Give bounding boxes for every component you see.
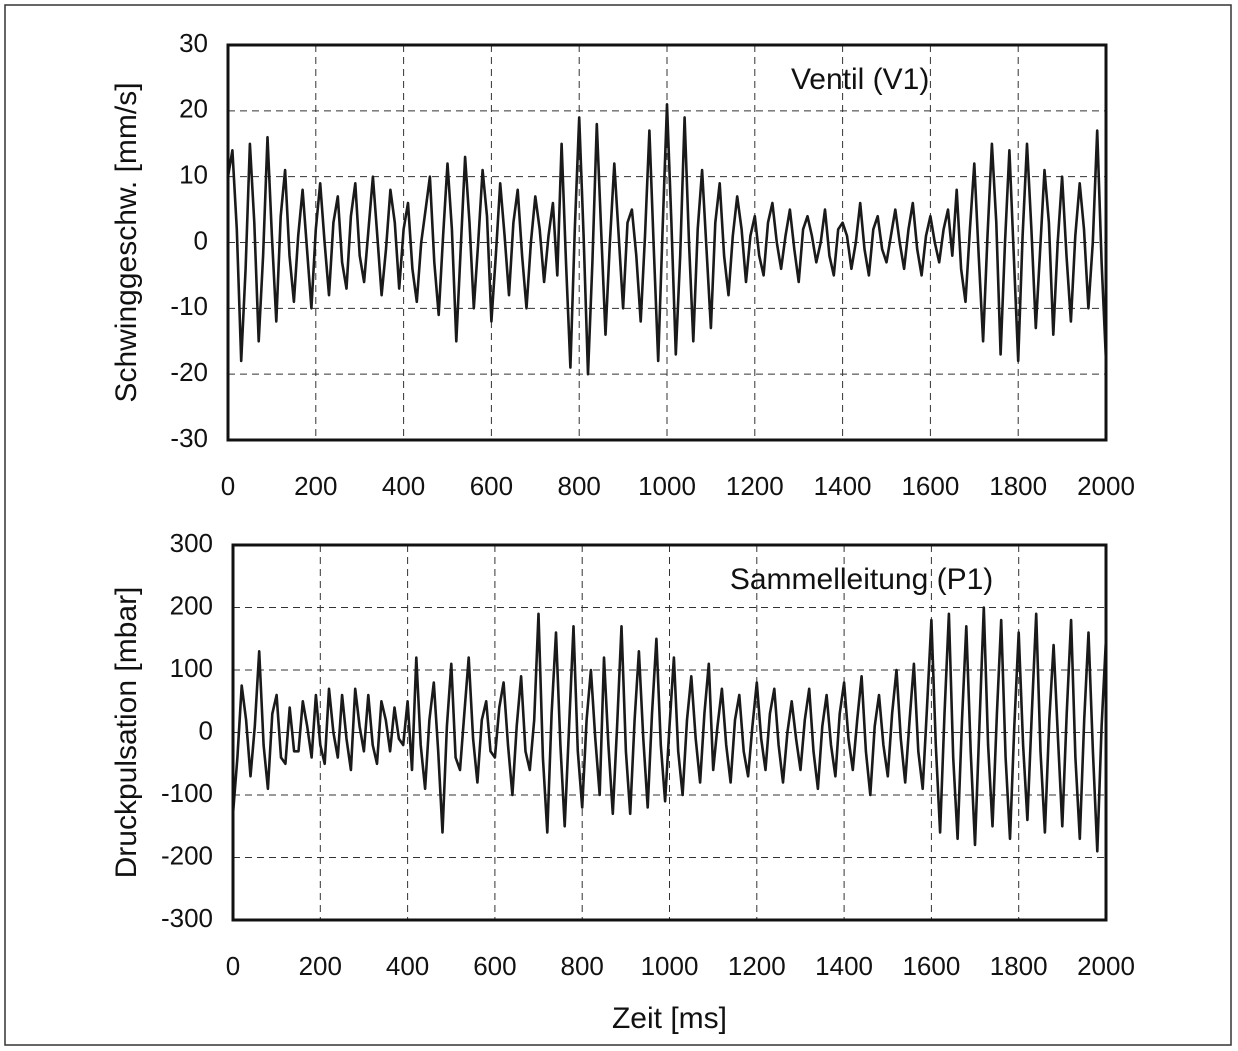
annotation: Sammelleitung (P1) <box>730 563 993 596</box>
y-tick-label: 30 <box>179 28 208 58</box>
y-tick-label: -20 <box>170 357 208 387</box>
x-tick-label: 800 <box>558 471 601 501</box>
y-tick-label: -10 <box>170 291 208 321</box>
x-tick-label: 200 <box>294 471 337 501</box>
page-frame <box>4 4 1232 1046</box>
x-tick-label: 1400 <box>814 471 872 501</box>
x-tick-label: 1000 <box>641 951 699 981</box>
data-line <box>226 103 1108 376</box>
x-tick-label: 2000 <box>1077 951 1135 981</box>
x-tick-label: 0 <box>221 471 235 501</box>
y-axis-label: Schwinggeschw. [mm/s] <box>110 82 143 402</box>
plot-frame <box>226 43 1108 442</box>
x-tick-label: 1800 <box>990 951 1048 981</box>
x-tick-label: 0 <box>226 951 240 981</box>
x-tick-label: 600 <box>470 471 513 501</box>
annotation: Ventil (V1) <box>791 63 929 96</box>
y-tick-label: 300 <box>170 528 213 558</box>
y-tick-label: 20 <box>179 94 208 124</box>
y-tick-label: -300 <box>161 903 213 933</box>
x-tick-label: 400 <box>386 951 429 981</box>
x-tick-label: 1000 <box>638 471 696 501</box>
x-tick-label: 1200 <box>728 951 786 981</box>
y-tick-label: 100 <box>170 653 213 683</box>
x-tick-label: 1800 <box>989 471 1047 501</box>
y-tick-label: 200 <box>170 590 213 620</box>
x-tick-label: 1400 <box>815 951 873 981</box>
x-tick-label: 1200 <box>726 471 784 501</box>
plot-frame <box>231 543 1108 922</box>
y-tick-label: 0 <box>194 225 208 255</box>
y-tick-label: -200 <box>161 840 213 870</box>
x-axis-label: Zeit [ms] <box>612 1002 727 1035</box>
y-axis-label: Druckpulsation [mbar] <box>110 587 143 879</box>
x-tick-label: 2000 <box>1077 471 1135 501</box>
data-line <box>231 606 1108 853</box>
x-tick-label: 800 <box>561 951 604 981</box>
x-tick-label: 1600 <box>902 951 960 981</box>
x-tick-label: 400 <box>382 471 425 501</box>
y-tick-label: 0 <box>199 715 213 745</box>
y-tick-label: -100 <box>161 778 213 808</box>
x-tick-label: 600 <box>473 951 516 981</box>
y-tick-label: -30 <box>170 423 208 453</box>
x-tick-label: 200 <box>299 951 342 981</box>
x-tick-label: 1600 <box>901 471 959 501</box>
y-tick-label: 10 <box>179 160 208 190</box>
